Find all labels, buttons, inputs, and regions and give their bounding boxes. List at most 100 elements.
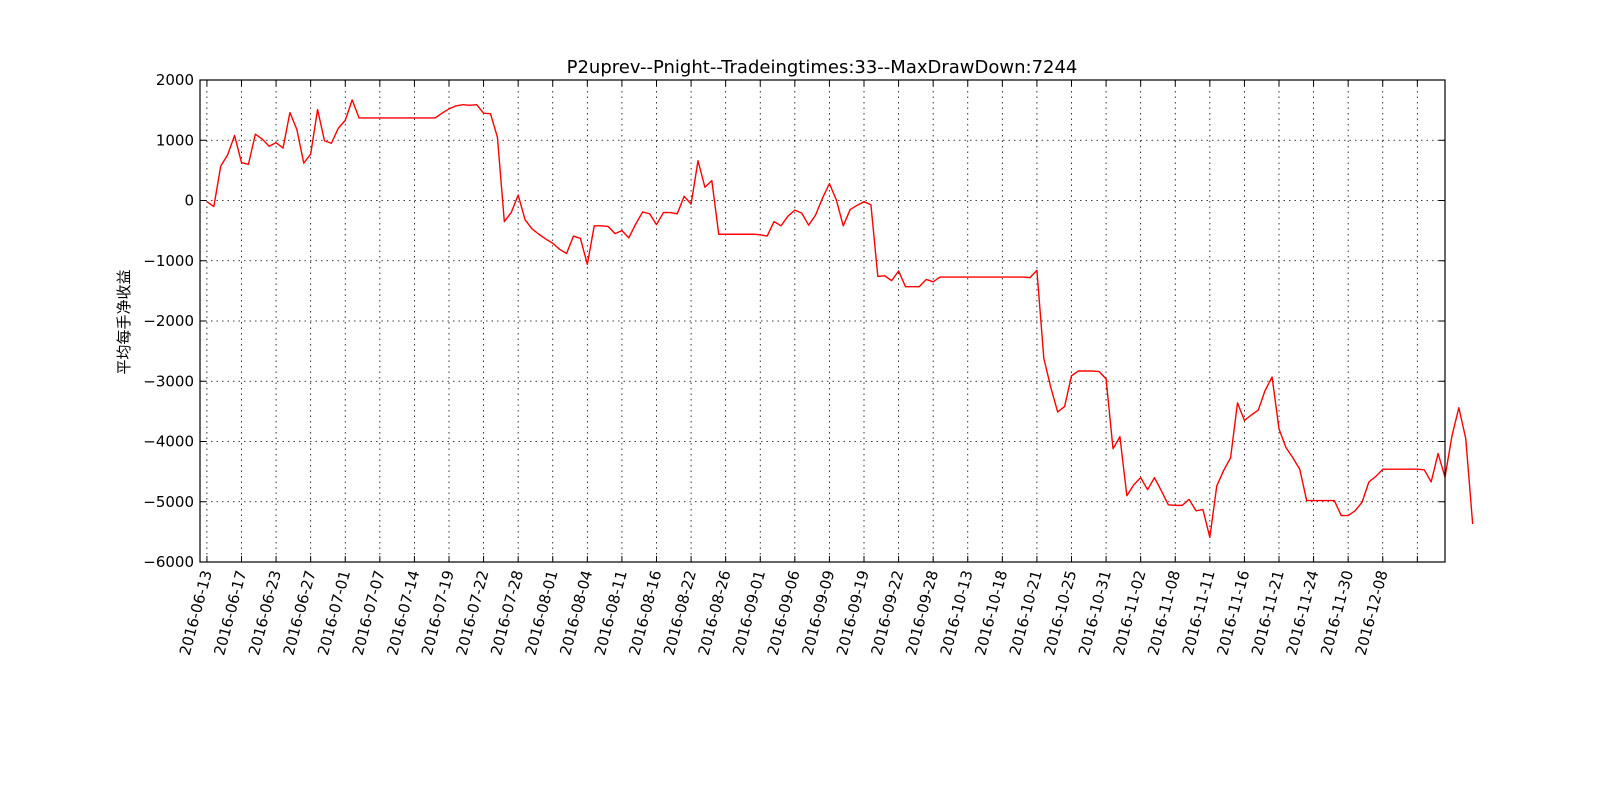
data-point [870, 204, 872, 206]
data-point [801, 212, 803, 214]
data-point [925, 278, 927, 280]
data-point [1319, 499, 1321, 501]
series-layer [206, 99, 1474, 538]
data-point [1326, 499, 1328, 501]
data-point [1098, 370, 1100, 372]
y-tick-label: 2000 [156, 71, 194, 89]
data-point [690, 203, 692, 205]
data-point [621, 229, 623, 231]
data-point [226, 154, 228, 156]
data-point [1229, 457, 1231, 459]
data-point [1395, 468, 1397, 470]
data-point [849, 208, 851, 210]
data-point [704, 186, 706, 188]
data-point [247, 163, 249, 165]
data-point [441, 112, 443, 114]
data-point [268, 145, 270, 147]
data-point [628, 237, 630, 239]
data-point [427, 117, 429, 119]
y-tick-label: −2000 [143, 312, 194, 330]
data-point [524, 219, 526, 221]
data-point [1133, 484, 1135, 486]
data-point [1126, 495, 1128, 497]
data-point [1022, 276, 1024, 278]
data-point [482, 112, 484, 114]
data-point [1299, 468, 1301, 470]
data-point [614, 232, 616, 234]
data-point [759, 234, 761, 236]
data-point [1112, 448, 1114, 450]
data-point [1119, 435, 1121, 437]
data-point [489, 113, 491, 115]
data-point [1278, 428, 1280, 430]
data-point [1174, 504, 1176, 506]
data-point [1375, 475, 1377, 477]
data-point [538, 233, 540, 235]
y-tick-label: −4000 [143, 433, 194, 451]
data-point [531, 228, 533, 230]
data-point [600, 225, 602, 227]
y-tick-label: −5000 [143, 493, 194, 511]
data-point [1347, 514, 1349, 516]
data-point [1264, 389, 1266, 391]
data-point [448, 108, 450, 110]
data-point [240, 161, 242, 163]
data-point [967, 276, 969, 278]
data-point [517, 194, 519, 196]
data-point [254, 133, 256, 135]
data-point [337, 127, 339, 129]
data-point [1465, 437, 1467, 439]
data-point [1202, 508, 1204, 510]
data-point [1471, 523, 1473, 525]
y-tick-label: 0 [184, 192, 194, 210]
data-point [1368, 481, 1370, 483]
data-point [365, 117, 367, 119]
data-point [897, 270, 899, 272]
data-point [890, 279, 892, 281]
data-point [213, 205, 215, 207]
data-point [462, 104, 464, 106]
data-point [1430, 481, 1432, 483]
data-point [282, 147, 284, 149]
data-point [330, 142, 332, 144]
data-point [1209, 536, 1211, 538]
data-point [1216, 485, 1218, 487]
data-point [1056, 411, 1058, 413]
data-point [469, 104, 471, 106]
data-point [220, 165, 222, 167]
data-point [641, 211, 643, 213]
data-point [1451, 435, 1453, 437]
data-point [552, 242, 554, 244]
data-point [1077, 370, 1079, 372]
data-point [814, 214, 816, 216]
data-point [233, 134, 235, 136]
data-point [904, 285, 906, 287]
data-point [1250, 414, 1252, 416]
data-point [372, 117, 374, 119]
data-point [1423, 469, 1425, 471]
data-point [635, 223, 637, 225]
data-point [593, 225, 595, 227]
y-tick-label: −1000 [143, 252, 194, 270]
data-point [1043, 357, 1045, 359]
data-point [1257, 409, 1259, 411]
data-point [572, 235, 574, 237]
data-point [434, 117, 436, 119]
data-point [351, 99, 353, 101]
data-point [918, 285, 920, 287]
data-point [399, 117, 401, 119]
data-point [496, 136, 498, 138]
data-point [877, 275, 879, 277]
data-point [911, 285, 913, 287]
data-point [261, 138, 263, 140]
data-point [545, 238, 547, 240]
data-point [835, 199, 837, 201]
data-point [863, 201, 865, 203]
data-point [697, 160, 699, 162]
data-point [565, 252, 567, 254]
series-line [206, 99, 1474, 538]
data-point [1437, 452, 1439, 454]
data-point [745, 233, 747, 235]
data-point [752, 233, 754, 235]
data-point [994, 276, 996, 278]
